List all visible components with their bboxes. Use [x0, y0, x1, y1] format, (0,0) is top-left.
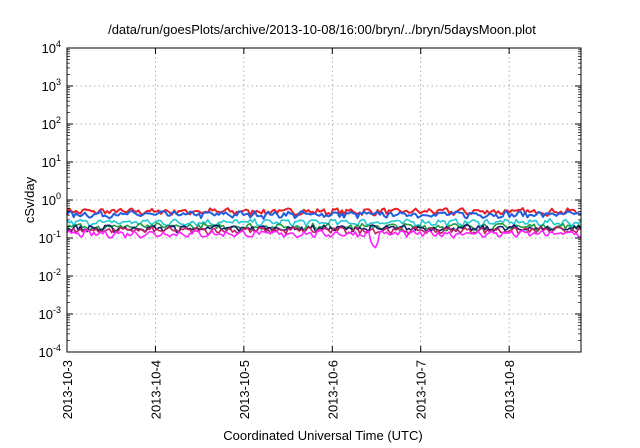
y-tick-label: 101 — [42, 153, 61, 170]
y-tick-label: 10-1 — [39, 229, 61, 246]
series-line — [66, 226, 582, 236]
series-group — [66, 207, 582, 249]
x-tick-label: 2013-10-4 — [148, 360, 163, 419]
y-tick-label: 10-2 — [39, 267, 61, 284]
chart-title: /data/run/goesPlots/archive/2013-10-08/1… — [108, 22, 536, 37]
x-tick-label: 2013-10-5 — [237, 360, 252, 419]
y-axis-label: cSv/day — [22, 176, 37, 223]
grid — [67, 48, 581, 352]
y-tick-label: 103 — [42, 77, 61, 94]
series-line — [66, 209, 582, 220]
series-line — [66, 217, 582, 228]
plot-frame — [66, 47, 582, 353]
x-axis-label: Coordinated Universal Time (UTC) — [223, 428, 422, 443]
series-line — [66, 229, 582, 249]
y-axis: 10-4 10-3 10-2 10-1 100 101 102 103 104 — [39, 39, 581, 360]
x-tick-label: 2013-10-3 — [60, 360, 75, 419]
y-tick-label: 100 — [42, 191, 61, 208]
y-tick-label: 104 — [42, 39, 61, 56]
y-tick-label: 102 — [42, 115, 61, 132]
x-tick-label: 2013-10-6 — [325, 360, 340, 419]
y-tick-label: 10-4 — [39, 343, 61, 360]
x-tick-label: 2013-10-8 — [502, 360, 517, 419]
series-line — [66, 207, 582, 217]
y-tick-label: 10-3 — [39, 305, 61, 322]
x-axis: 2013-10-3 2013-10-4 2013-10-5 2013-10-6 2013… — [60, 48, 517, 419]
x-tick-label: 2013-10-7 — [414, 360, 429, 419]
